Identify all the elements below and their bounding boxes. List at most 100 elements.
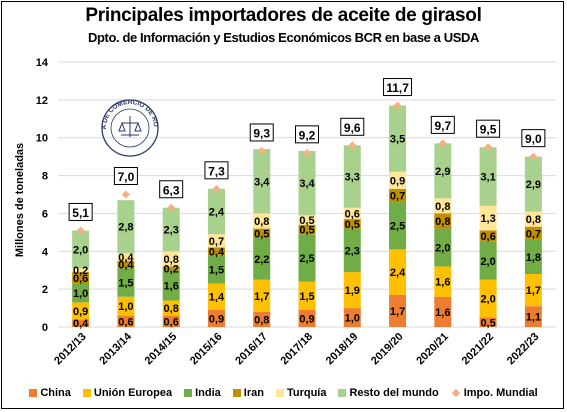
bar-segment (524, 274, 542, 307)
segment-label: 3,5 (390, 134, 405, 146)
segment-label: 1,9 (345, 285, 360, 297)
bar-segment (117, 268, 135, 297)
y-tick-label: 12 (36, 95, 48, 107)
segment-label: 1,0 (73, 288, 88, 300)
total-marker (76, 226, 85, 235)
legend-swatch (232, 389, 241, 397)
legend-item: Resto del mundo (338, 387, 439, 399)
bar-segment (298, 281, 316, 310)
segment-label: 1,3 (480, 213, 495, 225)
legend-swatch (29, 389, 38, 397)
bar-segment (434, 266, 452, 297)
total-marker (529, 152, 538, 161)
segment-label: 1,4 (209, 292, 225, 304)
bar-segment (72, 283, 90, 303)
bar-segment (524, 226, 542, 240)
bar-segment (253, 228, 271, 239)
bar-segment (72, 272, 90, 284)
total-label-box (159, 180, 184, 199)
bar-segment (253, 213, 271, 229)
segment-label: 2,0 (480, 294, 495, 306)
total-label: 7,3 (208, 164, 225, 178)
bar-segment (162, 266, 180, 271)
segment-label: 2,4 (390, 267, 406, 279)
bar-segment (298, 224, 316, 235)
segment-label: 0,6 (73, 273, 88, 285)
bar-segment (434, 213, 452, 229)
legend-label: Resto del mundo (349, 387, 439, 399)
total-marker (257, 146, 266, 155)
x-tick-label: 2022/23 (505, 331, 542, 368)
legend-label: Unión Europea (93, 387, 173, 399)
bar-segment (72, 268, 90, 273)
bar-segment (343, 272, 361, 309)
segment-label: 0,4 (73, 318, 89, 330)
legend-diamond-icon (451, 388, 460, 398)
bar-segment (207, 188, 225, 235)
bar-segment (479, 279, 497, 318)
segment-label: 1,7 (526, 285, 541, 297)
bar-segment (434, 296, 452, 327)
bar-segment (298, 215, 316, 225)
bar-segment (524, 211, 542, 227)
segment-label: 2,3 (345, 245, 360, 257)
total-marker (484, 143, 493, 152)
total-label-box (521, 129, 546, 148)
bar-segment (343, 228, 361, 273)
bar-segment (479, 317, 497, 327)
segment-label: 0,6 (164, 316, 179, 328)
x-tick-label: 2015/16 (188, 331, 225, 368)
segment-label: 0,5 (254, 228, 269, 240)
segment-label: 0,8 (164, 303, 179, 315)
bar-segment (389, 249, 407, 295)
bar-segment (207, 234, 225, 248)
legend-swatch (82, 389, 91, 397)
bar-segment (524, 239, 542, 274)
total-label: 9,7 (434, 119, 451, 133)
legend-label: Impo. Mundial (463, 387, 538, 399)
bar-segment (207, 255, 225, 284)
segment-label: 1,0 (118, 301, 133, 313)
bar-segment (72, 319, 90, 327)
y-tick-label: 6 (42, 208, 48, 220)
segment-label: 0,4 (209, 246, 225, 258)
segment-label: 2,9 (526, 179, 541, 191)
chart-title: Principales importadores de aceite de gi… (85, 5, 482, 26)
bar-segment (343, 145, 361, 208)
segment-label: 0,9 (390, 175, 405, 187)
bar-segment (434, 228, 452, 267)
segment-label: 0,9 (209, 313, 224, 325)
segment-label: 2,3 (164, 225, 179, 237)
legend-swatch (184, 389, 193, 397)
segment-label: 2,5 (299, 253, 314, 265)
segment-label: 0,8 (526, 214, 541, 226)
total-label: 11,7 (386, 81, 409, 95)
bar-segment (343, 308, 361, 327)
legend-swatch (275, 389, 284, 397)
segment-label: 2,4 (209, 207, 225, 219)
bar-segment (72, 230, 90, 269)
bar-segment (253, 238, 271, 280)
bar-segment (72, 302, 90, 320)
x-tick-label: 2019/20 (369, 331, 406, 368)
segment-label: 0,6 (118, 316, 133, 328)
seal-text: BOLSA DE COMERCIO DE ROSARIO (0, 0, 159, 130)
bar-segment (524, 156, 542, 212)
total-label-box (476, 119, 501, 138)
total-label-box (340, 117, 365, 136)
segment-label: 2,0 (73, 244, 88, 256)
segment-label: 2,9 (435, 166, 450, 178)
segment-label: 1,7 (254, 291, 269, 303)
segment-label: 2,5 (390, 221, 405, 233)
y-tick-label: 0 (42, 322, 48, 334)
segment-label: 0,4 (118, 260, 134, 272)
bar-segment (389, 294, 407, 327)
total-label-box (249, 123, 274, 142)
bar-segment (207, 283, 225, 310)
y-tick-label: 10 (36, 133, 48, 145)
total-marker (212, 184, 221, 193)
bar-segment (162, 270, 180, 301)
x-tick-label: 2017/18 (279, 331, 316, 368)
legend-swatch (338, 389, 347, 397)
